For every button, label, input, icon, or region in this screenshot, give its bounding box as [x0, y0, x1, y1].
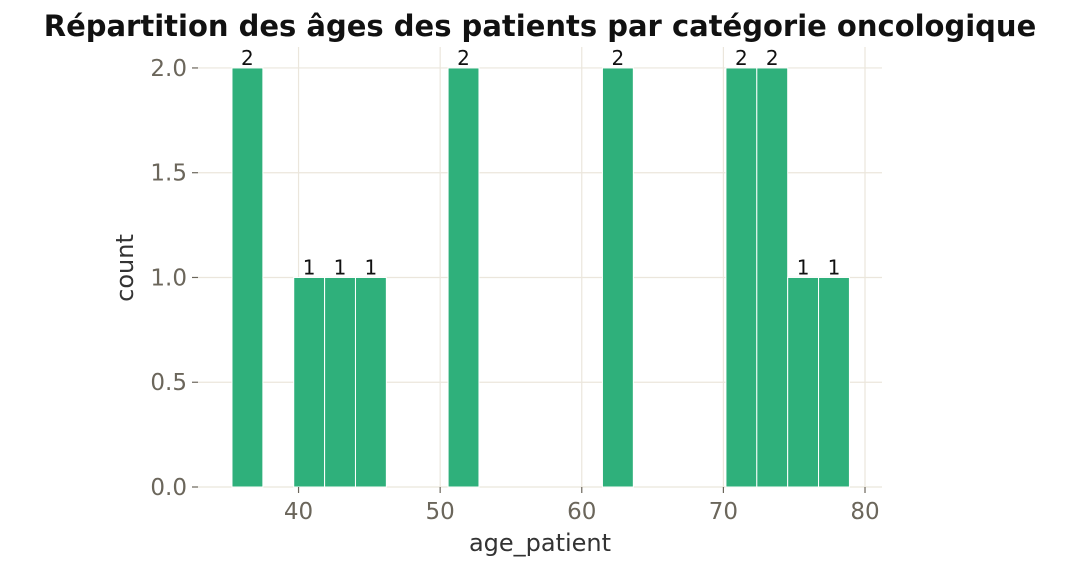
- bar-1: [293, 276, 326, 488]
- bar-0: [231, 67, 264, 488]
- bar-5: [601, 67, 634, 488]
- bar-labels: 21 1 12 2 2 21 1: [241, 46, 840, 280]
- bar-value-label: 2: [735, 46, 748, 70]
- y-tick-label: 2.0: [150, 56, 187, 82]
- bar-4: [447, 67, 480, 488]
- bar-6: [725, 67, 758, 488]
- bar-value-label: 1: [797, 255, 810, 279]
- bars: [231, 67, 850, 488]
- bar-value-label: 1: [303, 255, 316, 279]
- x-tick-label: 40: [284, 499, 313, 525]
- x-tick-label: 70: [709, 499, 738, 525]
- y-tick-label: 0.0: [150, 475, 187, 501]
- bar-value-label: 2: [457, 46, 470, 70]
- bar-3: [354, 276, 387, 488]
- chart-title: Répartition des âges des patients par ca…: [44, 9, 1037, 43]
- bar-7: [756, 67, 789, 488]
- y-axis-ticks: 0.0 0.5 1.0 1.5 2.0: [150, 56, 198, 501]
- y-tick-label: 0.5: [150, 370, 187, 396]
- y-axis-label: count: [111, 234, 139, 302]
- y-tick-label: 1.0: [150, 265, 187, 291]
- bar-value-label: 1: [334, 255, 347, 279]
- bar-value-label: 1: [365, 255, 378, 279]
- x-axis-label: age_patient: [469, 529, 611, 557]
- bar-value-label: 1: [828, 255, 841, 279]
- bar-2: [324, 276, 356, 488]
- x-axis-ticks: 40 50 60 70 80: [284, 487, 880, 525]
- bar-9: [818, 276, 850, 488]
- bar-value-label: 2: [766, 46, 779, 70]
- x-tick-label: 80: [850, 499, 879, 525]
- x-tick-label: 50: [426, 499, 455, 525]
- bar-value-label: 2: [612, 46, 625, 70]
- x-tick-label: 60: [567, 499, 596, 525]
- y-tick-label: 1.5: [150, 161, 187, 187]
- bar-8: [787, 276, 820, 488]
- bar-value-label: 2: [241, 46, 254, 70]
